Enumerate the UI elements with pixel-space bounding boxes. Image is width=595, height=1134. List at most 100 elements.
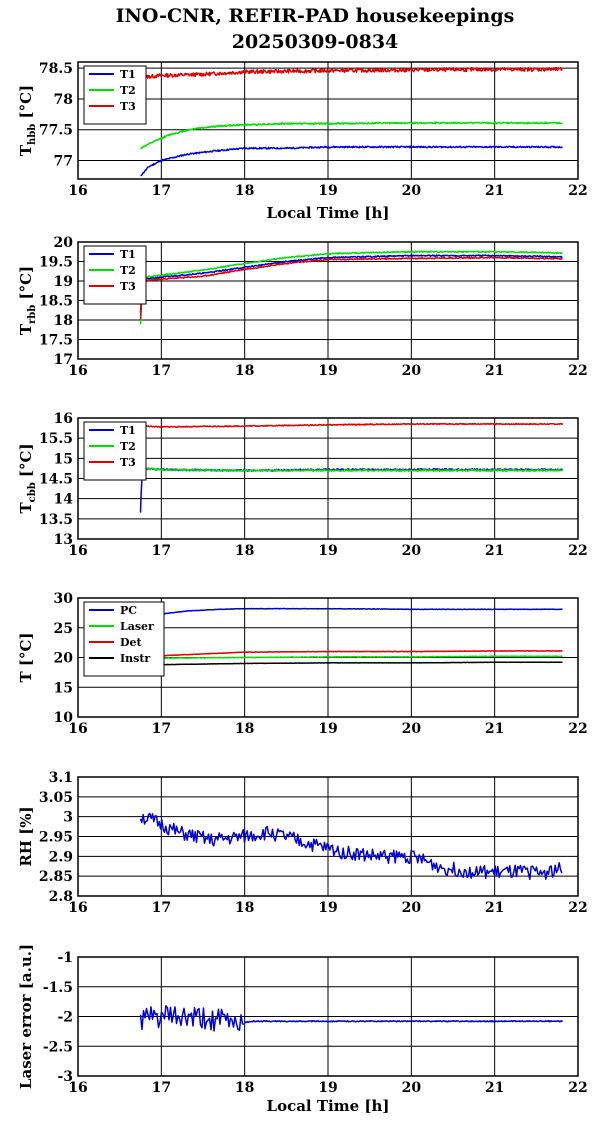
series-line-instr (140, 661, 563, 666)
x-tick-label: 16 (68, 363, 87, 379)
y-axis-label: Tcbb [°C] (17, 443, 38, 513)
y-tick-label: 20 (54, 235, 74, 251)
legend-label: Det (120, 636, 143, 649)
panel-5: 16 17 18 19 20 21 22 2.8 2.85 2.9 2.95 3 3.05 3.1 RH [… (17, 770, 588, 916)
x-tick-label: 19 (318, 721, 337, 737)
x-tick-label: 22 (568, 721, 587, 737)
x-tick-label: 17 (152, 1080, 171, 1096)
x-tick-label: 20 (402, 1080, 422, 1096)
x-tick-label: 21 (485, 183, 504, 199)
x-tick-label: 18 (235, 363, 254, 379)
y-axis-label: Thbb [°C] (17, 85, 38, 156)
y-tick-label: 2.8 (49, 889, 73, 905)
y-tick-label: 3.05 (39, 790, 73, 806)
x-tick-label: 18 (235, 543, 254, 559)
y-tick-label: 13.5 (39, 512, 73, 528)
y-tick-label: 2.95 (39, 830, 73, 846)
x-tick-label: 18 (235, 183, 254, 199)
y-tick-label: 18.5 (39, 294, 73, 310)
y-tick-label: 18 (54, 313, 73, 329)
y-tick-label: 17 (54, 352, 73, 368)
y-tick-label: 15.5 (39, 431, 73, 447)
legend-label: T1 (120, 68, 136, 81)
x-tick-label: 21 (485, 900, 504, 916)
legend-label: T1 (120, 424, 136, 437)
x-tick-label: 17 (152, 900, 171, 916)
plot-frame (77, 776, 579, 897)
series-line-t3 (139, 256, 563, 320)
x-tick-label: 19 (318, 183, 337, 199)
legend-label: T2 (120, 84, 136, 97)
series-line-t2 (139, 250, 563, 325)
legend: T1 T2 T3 (83, 245, 147, 305)
y-tick-label: 17.5 (39, 333, 73, 349)
x-tick-label: 20 (402, 900, 422, 916)
y-tick-label: 15 (54, 451, 73, 467)
plot-frame (77, 956, 579, 1077)
y-tick-label: 10 (54, 710, 74, 726)
y-tick-label: 77 (54, 154, 73, 170)
x-tick-label: 16 (68, 183, 87, 199)
y-tick-label: -1 (57, 950, 73, 966)
x-tick-label: 19 (318, 543, 337, 559)
series-line-pc (140, 607, 563, 618)
x-tick-label: 17 (152, 543, 171, 559)
x-tick-label: 16 (68, 721, 87, 737)
series-line-t3 (142, 422, 564, 428)
x-tick-label: 18 (235, 721, 254, 737)
y-tick-label: 25 (54, 621, 73, 637)
x-tick-label: 22 (568, 900, 587, 916)
panel-1: 16 17 18 19 20 21 22 77 77.5 78 78.5 T1 T2 T3 Thbb [°C… (17, 61, 588, 222)
legend-label: T2 (120, 440, 136, 453)
series-line-error-noisy (139, 1005, 245, 1032)
legend: PC Laser Det Instr (83, 601, 165, 677)
x-tick-label: 18 (235, 1080, 254, 1096)
legend-label: T2 (120, 264, 136, 277)
series-line-rh (139, 812, 563, 881)
y-tick-label: -1.5 (43, 980, 73, 996)
x-tick-label: 20 (402, 543, 422, 559)
y-tick-label: 77.5 (39, 123, 73, 139)
y-tick-label: -3 (57, 1069, 73, 1085)
y-tick-label: -2.5 (43, 1039, 73, 1055)
y-tick-label: 14 (54, 492, 74, 508)
y-tick-label: -2 (57, 1010, 73, 1026)
y-tick-label: 15 (54, 680, 73, 696)
legend-label: T3 (120, 456, 136, 469)
legend-label: T3 (120, 280, 136, 293)
legend-label: Laser (120, 620, 154, 633)
series-line-t2 (142, 466, 564, 472)
x-tick-label: 17 (152, 721, 171, 737)
x-tick-label: 19 (318, 363, 337, 379)
plot-frame (77, 241, 579, 360)
x-tick-label: 21 (485, 1080, 504, 1096)
y-tick-label: 2.85 (39, 869, 73, 885)
x-tick-label: 16 (68, 1080, 87, 1096)
x-tick-label: 19 (318, 1080, 337, 1096)
figure-subtitle: 20250309-0834 (232, 31, 399, 53)
x-tick-label: 17 (152, 363, 171, 379)
y-axis-label: Trbb [°C] (17, 266, 38, 335)
y-tick-label: 16 (54, 411, 73, 427)
x-tick-label: 19 (318, 900, 337, 916)
y-axis-label: T [°C] (17, 632, 35, 682)
y-tick-label: 3 (63, 810, 73, 826)
y-axis-label: RH [%] (17, 806, 35, 866)
x-tick-label: 21 (485, 543, 504, 559)
y-tick-label: 19 (54, 274, 73, 290)
x-axis-label: Local Time [h] (267, 1097, 390, 1115)
x-tick-label: 22 (568, 1080, 587, 1096)
x-tick-label: 21 (485, 721, 504, 737)
legend-label: PC (120, 604, 137, 617)
series-line-laser (140, 655, 563, 660)
y-tick-label: 14.5 (39, 472, 73, 488)
x-tick-label: 16 (68, 900, 87, 916)
y-tick-label: 30 (54, 591, 74, 607)
series-line-t1 (139, 254, 563, 313)
x-tick-label: 20 (402, 721, 422, 737)
series-line-det (140, 650, 563, 658)
legend-label: T3 (120, 100, 136, 113)
x-tick-label: 20 (402, 363, 422, 379)
